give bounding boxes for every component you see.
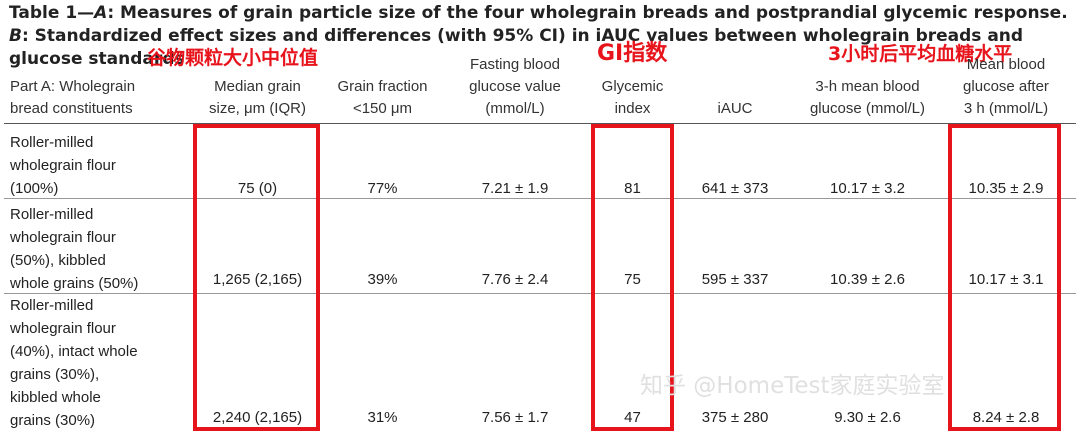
cell-median-grain-size: 75 (0)	[237, 180, 278, 197]
caption-part-a: A	[94, 3, 108, 23]
cell-median-grain-size: 1,265 (2,165)	[212, 271, 303, 288]
row-constituent: Roller-milled wholegrain flour (100%)	[10, 134, 116, 197]
annotation-median-grain-size: 谷物颗粒大小中位值	[147, 47, 319, 69]
column-header-glycemic-index: Glycemic index	[601, 78, 664, 117]
cell-iauc: 375 ± 280	[701, 409, 769, 426]
highlight-box-glucose-after-3h	[948, 124, 1061, 431]
caption-text-a: : Measures of grain particle size of the…	[107, 3, 1068, 23]
cell-median-grain-size: 2,240 (2,165)	[212, 409, 303, 426]
cell-grain-fraction: 39%	[367, 271, 398, 288]
cell-3h-mean-glucose: 9.30 ± 2.6	[834, 409, 901, 426]
caption-label: Table 1—	[9, 3, 95, 23]
cell-grain-fraction: 31%	[367, 409, 398, 426]
cell-glucose-after-3h: 10.17 ± 3.1	[968, 271, 1044, 288]
header-divider	[4, 123, 1076, 124]
cell-fasting-glucose: 7.76 ± 2.4	[481, 271, 549, 288]
row-divider	[4, 198, 1076, 199]
column-header-iauc: iAUC	[717, 100, 753, 117]
column-header-3h-mean-glucose: 3-h mean blood glucose (mmol/L)	[809, 78, 926, 117]
cell-grain-fraction: 77%	[367, 180, 398, 197]
column-header-grain-fraction: Grain fraction <150 μm	[337, 78, 428, 117]
watermark: 知乎 @HomeTest家庭实验室	[640, 373, 945, 399]
cell-iauc: 595 ± 337	[701, 271, 769, 288]
row-divider	[4, 293, 1076, 294]
annotation-glycemic-index: GI指数	[597, 41, 668, 66]
cell-iauc: 641 ± 373	[701, 180, 769, 197]
highlight-box-median-grain-size	[193, 124, 320, 431]
caption-text-b: : Standardized effect sizes and differen…	[9, 26, 1024, 69]
column-header-fasting-glucose: Fasting blood glucose value (mmol/L)	[469, 56, 561, 117]
column-header-constituents: Part A: Wholegrain bread constituents	[10, 78, 136, 117]
cell-3h-mean-glucose: 10.39 ± 2.6	[830, 271, 905, 288]
cell-fasting-glucose: 7.56 ± 1.7	[481, 409, 549, 426]
row-constituent: Roller-milled wholegrain flour (40%), in…	[10, 297, 138, 429]
annotation-mean-blood-glucose: 3小时后平均血糖水平	[828, 43, 1013, 65]
cell-glucose-after-3h: 8.24 ± 2.8	[972, 409, 1040, 426]
row-constituent: Roller-milled wholegrain flour (50%), ki…	[10, 206, 139, 292]
caption-part-b: B	[9, 26, 22, 46]
cell-glucose-after-3h: 10.35 ± 2.9	[968, 180, 1044, 197]
cell-glycemic-index: 47	[624, 409, 641, 426]
cell-fasting-glucose: 7.21 ± 1.9	[481, 180, 549, 197]
highlight-box-glycemic-index	[591, 124, 674, 431]
column-header-glucose-after-3h: Mean blood glucose after 3 h (mmol/L)	[963, 56, 1049, 117]
cell-glycemic-index: 75	[624, 271, 641, 288]
column-header-median-grain-size: Median grain size, μm (IQR)	[209, 78, 306, 117]
cell-glycemic-index: 81	[624, 180, 641, 197]
table-caption: Table 1—A: Measures of grain particle si…	[9, 2, 1074, 71]
cell-3h-mean-glucose: 10.17 ± 3.2	[830, 180, 905, 197]
